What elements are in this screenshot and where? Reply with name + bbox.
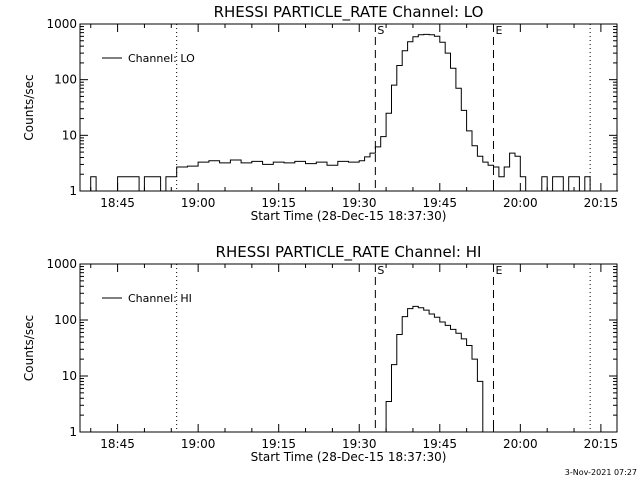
chart-0-xtick-label-1: 19:00 bbox=[181, 196, 216, 210]
chart-1-xtick-label-2: 19:15 bbox=[261, 437, 296, 451]
chart-1-xtick-label-4: 19:45 bbox=[422, 437, 457, 451]
chart-1-legend-label: Channel: HI bbox=[128, 292, 192, 305]
chart-0-xtick-label-0: 18:45 bbox=[100, 196, 135, 210]
chart-1-marker-label-2: E bbox=[495, 264, 502, 277]
panel-channel-lo: RHESSI PARTICLE_RATE Channel: LO 1 10 100 10… bbox=[22, 3, 618, 223]
chart-0-xtick-label-3: 19:30 bbox=[342, 196, 377, 210]
chart-0-y-axis-label: Counts/sec bbox=[22, 74, 36, 140]
chart-1-xtick-label-3: 19:30 bbox=[342, 437, 377, 451]
chart-0-marker-label-1: S bbox=[377, 24, 384, 37]
chart-1-xtick-label-0: 18:45 bbox=[100, 437, 135, 451]
chart-0-title: RHESSI PARTICLE_RATE Channel: LO bbox=[214, 3, 484, 22]
chart-1-ytick-label-0: 1 bbox=[69, 425, 77, 439]
chart-0-xtick-label-6: 20:15 bbox=[584, 196, 619, 210]
chart-0-xtick-label-4: 19:45 bbox=[422, 196, 457, 210]
chart-1-plot-frame bbox=[79, 263, 618, 433]
chart-0-ytick-label-1: 10 bbox=[62, 128, 77, 142]
chart-0-marker-label-2: E bbox=[495, 24, 502, 37]
chart-1-ytick-label-1: 10 bbox=[62, 369, 77, 383]
chart-1-series-line-0 bbox=[380, 305, 484, 433]
chart-1-xtick-label-6: 20:15 bbox=[584, 437, 619, 451]
chart-1-title: RHESSI PARTICLE_RATE Channel: HI bbox=[216, 243, 482, 262]
chart-0-series-line-0 bbox=[80, 33, 618, 192]
timestamp-stamp: 3-Nov-2021 07:27 bbox=[565, 468, 637, 477]
chart-1-x-axis-label: Start Time (28-Dec-15 18:37:30) bbox=[251, 450, 447, 464]
chart-0-ytick-label-3: 1000 bbox=[46, 17, 77, 31]
chart-1-ytick-label-3: 1000 bbox=[46, 257, 77, 271]
chart-0-legend-label: Channel: LO bbox=[128, 52, 195, 65]
chart-0-x-axis-label: Start Time (28-Dec-15 18:37:30) bbox=[251, 209, 447, 223]
panel-channel-hi: RHESSI PARTICLE_RATE Channel: HI 1 10 100 10… bbox=[22, 243, 618, 464]
chart-1-xtick-label-1: 19:00 bbox=[181, 437, 216, 451]
chart-1-ytick-label-2: 100 bbox=[54, 313, 77, 327]
chart-1-marker-label-1: S bbox=[377, 264, 384, 277]
chart-0-plot-frame bbox=[79, 23, 618, 192]
chart-0-ytick-label-0: 1 bbox=[69, 184, 77, 198]
chart-0-xtick-label-2: 19:15 bbox=[261, 196, 296, 210]
chart-1-xtick-label-5: 20:00 bbox=[503, 437, 538, 451]
chart-0-ytick-label-2: 100 bbox=[54, 73, 77, 87]
chart-1-y-axis-label: Counts/sec bbox=[22, 315, 36, 381]
chart-0-xtick-label-5: 20:00 bbox=[503, 196, 538, 210]
